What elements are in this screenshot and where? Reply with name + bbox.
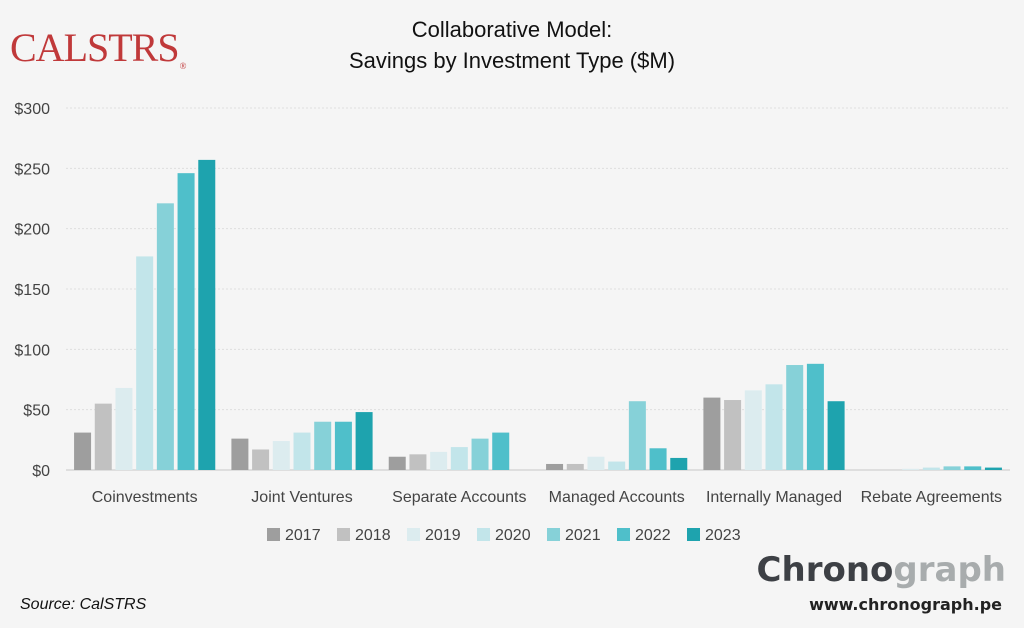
bar-2019-2 [430, 451, 448, 470]
legend-swatch-2022 [617, 528, 630, 541]
bar-2021-3 [628, 401, 646, 470]
bar-2022-1 [334, 421, 352, 470]
bar-2020-1 [293, 432, 311, 470]
calstrs-logo: CALSTRS® [10, 24, 187, 71]
legend-label-2018: 2018 [355, 527, 391, 544]
brand-part-2: graph [893, 550, 1006, 590]
bar-2022-4 [806, 363, 824, 470]
bar-2018-2 [409, 454, 427, 470]
legend-swatch-2018 [337, 528, 350, 541]
y-tick-label: $0 [32, 463, 50, 480]
chronograph-logo: Chronograph [757, 550, 1006, 590]
legend-label-2022: 2022 [635, 527, 671, 544]
bar-2017-4 [703, 397, 721, 470]
bar-2023-0 [198, 159, 216, 471]
bar-2019-0 [115, 387, 133, 470]
bar-2023-4 [827, 401, 845, 470]
chart-title-line-2: Savings by Investment Type ($M) [348, 48, 676, 73]
bar-2023-1 [355, 412, 373, 470]
y-tick-label: $150 [14, 282, 50, 299]
y-tick-label: $100 [14, 342, 50, 359]
bar-2020-3 [608, 461, 626, 470]
x-category-label: Joint Ventures [251, 489, 352, 506]
bar-2018-3 [566, 463, 584, 470]
x-category-label: Coinvestments [92, 489, 198, 506]
bar-2021-4 [786, 365, 804, 470]
y-tick-label: $250 [14, 161, 50, 178]
legend-swatch-2023 [687, 528, 700, 541]
x-category-label: Managed Accounts [549, 489, 685, 506]
y-tick-label: $200 [14, 222, 50, 239]
website-url[interactable]: www.chronograph.pe [809, 595, 1002, 614]
legend-label-2023: 2023 [705, 527, 741, 544]
bar-2017-3 [546, 463, 564, 470]
x-category-label: Internally Managed [706, 489, 842, 506]
bar-2023-5 [984, 467, 1002, 470]
bar-2018-4 [724, 400, 742, 470]
bar-2019-3 [587, 456, 605, 470]
bar-2019-1 [272, 441, 290, 470]
legend-label-2019: 2019 [425, 527, 461, 544]
bar-2022-5 [964, 466, 982, 470]
source-note: Source: CalSTRS [20, 596, 147, 613]
bar-2021-2 [471, 438, 489, 470]
legend-label-2021: 2021 [565, 527, 601, 544]
bar-2020-5 [922, 467, 940, 470]
chart-title: Collaborative Model: Savings by Investme… [0, 14, 1024, 76]
bar-2022-0 [177, 173, 195, 470]
y-tick-label: $300 [14, 101, 50, 118]
logo-text: CALSTRS [10, 25, 180, 70]
legend-swatch-2020 [477, 528, 490, 541]
x-category-label: Rebate Agreements [861, 489, 1002, 506]
bar-2018-1 [252, 449, 270, 470]
bar-2021-5 [943, 466, 961, 470]
bar-2017-0 [74, 432, 92, 470]
chart-title-line-1: Collaborative Model: [411, 17, 613, 42]
bar-2020-2 [450, 447, 468, 470]
logo-registered-mark: ® [179, 61, 187, 71]
bar-2020-4 [765, 384, 783, 470]
bar-2019-4 [744, 390, 762, 470]
bar-2021-1 [314, 421, 332, 470]
legend-label-2017: 2017 [285, 527, 321, 544]
bar-2020-0 [136, 256, 154, 470]
legend-swatch-2017 [267, 528, 280, 541]
y-tick-label: $50 [23, 403, 50, 420]
x-category-label: Separate Accounts [392, 489, 526, 506]
bar-2021-0 [156, 203, 174, 470]
bar-2022-2 [492, 432, 510, 470]
bar-2023-3 [670, 457, 688, 470]
bar-2018-0 [94, 403, 112, 470]
brand-part-1: Chrono [756, 550, 894, 590]
bar-2019-5 [902, 468, 920, 470]
bar-2022-3 [649, 448, 667, 470]
legend-swatch-2019 [407, 528, 420, 541]
legend-label-2020: 2020 [495, 527, 531, 544]
bar-2017-2 [388, 456, 406, 470]
legend-swatch-2021 [547, 528, 560, 541]
bar-2017-1 [231, 438, 249, 470]
